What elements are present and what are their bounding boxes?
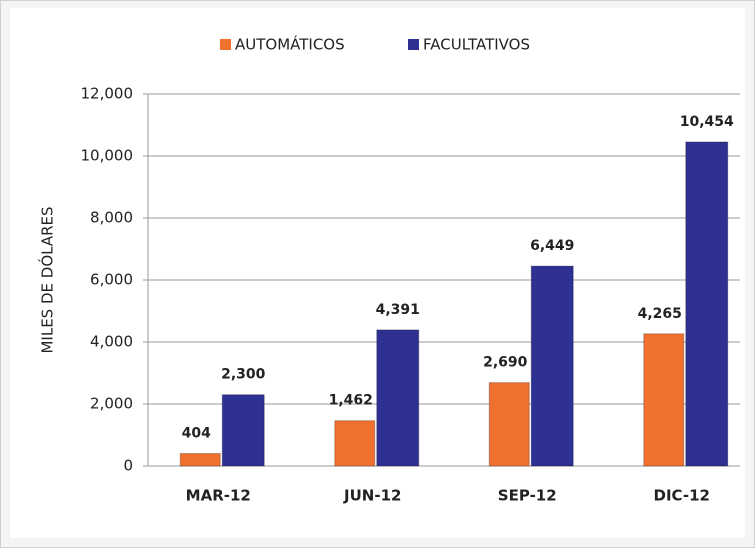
x-tick-label: MAR-12 (186, 487, 251, 505)
value-label: 4,391 (376, 302, 420, 318)
value-label: 2,300 (221, 367, 266, 383)
y-axis-label: MILES DE DÓLARES (38, 206, 57, 353)
x-tick-label: DIC-12 (654, 487, 710, 505)
legend-swatch (408, 39, 419, 50)
bar (643, 333, 685, 467)
legend-label: AUTOMÁTICOS (235, 35, 345, 54)
value-label: 10,454 (680, 114, 734, 130)
bar (685, 141, 729, 467)
y-tick-label: 12,000 (81, 85, 134, 103)
bar (530, 265, 574, 467)
y-tick-label: 2,000 (90, 395, 133, 413)
bar (179, 452, 221, 467)
y-tick-label: 0 (123, 457, 133, 475)
legend-label: FACULTATIVOS (423, 36, 530, 54)
x-tick-label: JUN-12 (343, 487, 401, 505)
y-tick-label: 8,000 (90, 209, 133, 227)
bar (334, 420, 376, 467)
y-tick-label: 10,000 (81, 147, 134, 165)
value-label: 1,462 (329, 393, 373, 409)
value-label: 6,449 (530, 238, 574, 254)
legend-swatch (220, 39, 231, 50)
bar (488, 382, 530, 467)
value-label: 2,690 (483, 355, 528, 371)
bar (376, 329, 420, 467)
bar (221, 394, 265, 467)
y-tick-label: 4,000 (90, 333, 133, 351)
value-label: 4,265 (638, 306, 682, 322)
x-tick-label: SEP-12 (498, 487, 557, 505)
y-tick-label: 6,000 (90, 271, 133, 289)
value-label: 404 (182, 425, 211, 441)
